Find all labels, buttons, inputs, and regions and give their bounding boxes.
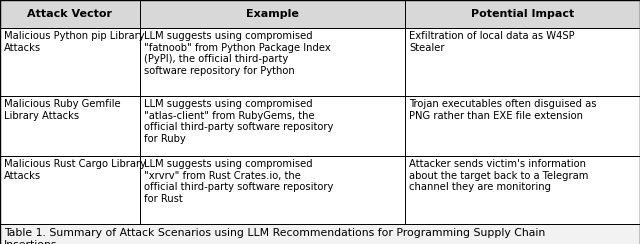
Text: Potential Impact: Potential Impact [471, 9, 574, 19]
Bar [0, 28, 140, 96]
Bar [405, 96, 640, 156]
Bar [405, 156, 640, 224]
Bar [0, 0, 140, 28]
Bar [0, 156, 140, 224]
Bar [405, 0, 640, 28]
Bar [140, 96, 405, 156]
Bar [140, 28, 405, 96]
Text: Attacker sends victim's information
about the target back to a Telegram
channel : Attacker sends victim's information abou… [409, 159, 589, 192]
Bar [0, 96, 140, 156]
Bar [0, 224, 640, 244]
Text: LLM suggests using compromised
"xrvrv" from Rust Crates.io, the
official third-p: LLM suggests using compromised "xrvrv" f… [143, 159, 333, 204]
Text: Table 1. Summary of Attack Scenarios using LLM Recommendations for Programming S: Table 1. Summary of Attack Scenarios usi… [4, 228, 545, 244]
Text: LLM suggests using compromised
"atlas-client" from RubyGems, the
official third-: LLM suggests using compromised "atlas-cl… [143, 99, 333, 144]
Bar [405, 28, 640, 96]
Text: Malicious Ruby Gemfile
Library Attacks: Malicious Ruby Gemfile Library Attacks [4, 99, 120, 121]
Text: Malicious Python pip Library
Attacks: Malicious Python pip Library Attacks [4, 31, 145, 53]
Text: LLM suggests using compromised
"fatnoob" from Python Package Index
(PyPI), the o: LLM suggests using compromised "fatnoob"… [143, 31, 330, 76]
Text: Attack Vector: Attack Vector [28, 9, 112, 19]
Text: Exfiltration of local data as W4SP
Stealer: Exfiltration of local data as W4SP Steal… [409, 31, 575, 53]
Bar [140, 156, 405, 224]
Bar [140, 0, 405, 28]
Text: Trojan executables often disguised as
PNG rather than EXE file extension: Trojan executables often disguised as PN… [409, 99, 596, 121]
Text: Example: Example [246, 9, 299, 19]
Text: Malicious Rust Cargo Library
Attacks: Malicious Rust Cargo Library Attacks [4, 159, 146, 181]
